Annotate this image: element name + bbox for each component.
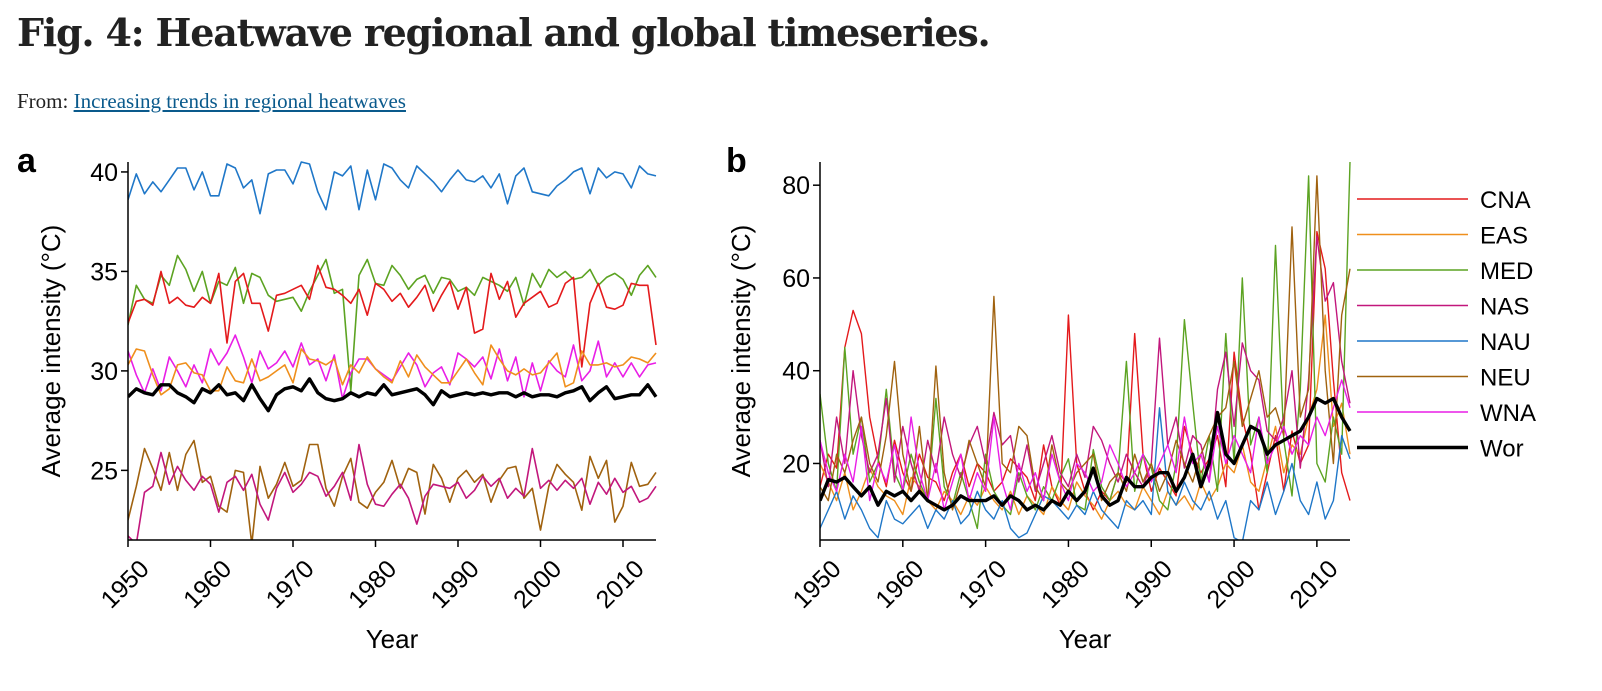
series-line-NAS: [820, 235, 1351, 492]
series-group: [128, 161, 658, 540]
series-line-EAS: [820, 314, 1351, 520]
panel-letter-b: b: [726, 142, 747, 180]
legend-label-MED: MED: [1480, 258, 1533, 285]
series-line-NAS: [128, 443, 657, 540]
y-tick-label: 40: [90, 159, 118, 187]
x-tick-label: 1950: [788, 555, 847, 614]
series-line-WNA: [820, 379, 1351, 511]
figure-title: Fig. 4: Heatwave regional and global tim…: [17, 10, 991, 55]
y-tick-label: 30: [90, 358, 118, 386]
x-axis-title: Year: [366, 624, 419, 654]
x-tick-label: 1960: [178, 555, 237, 614]
chart-panel-a: a 25 30 35 40 1950 1960 1970 1980 1990 2000 2010 Yea…: [17, 142, 658, 654]
legend-label-NAS: NAS: [1480, 294, 1529, 321]
y-tick-label: 40: [782, 358, 810, 386]
legend-label-Wor: Wor: [1480, 436, 1524, 463]
x-tick-label: 1950: [96, 555, 155, 614]
from-line: From: Increasing trends in regional heat…: [17, 89, 406, 114]
legend-label-EAS: EAS: [1480, 223, 1528, 250]
x-tick-label: 1980: [343, 555, 402, 614]
legend-label-NAU: NAU: [1480, 329, 1531, 356]
series-line-Wor: [820, 396, 1352, 512]
x-tick-label: 2000: [1202, 555, 1261, 614]
series-line-NEU: [820, 175, 1351, 511]
y-tick-label: 80: [782, 172, 810, 200]
chart-panel-b: b 20 40 60 80 1950 1960 1970 1980 1990 2000 2010 Yea…: [726, 142, 1536, 654]
series-line-NAU: [128, 161, 657, 215]
legend-label-WNA: WNA: [1480, 400, 1536, 427]
y-tick-label: 25: [90, 457, 118, 485]
x-tick-label: 1990: [426, 555, 485, 614]
legend-label-CNA: CNA: [1480, 187, 1531, 214]
series-group: [820, 161, 1352, 540]
x-tick-label: 1980: [1036, 555, 1095, 614]
series-line-MED: [128, 254, 657, 392]
x-tick-label: 2010: [591, 555, 650, 614]
y-tick-label: 35: [90, 258, 118, 286]
article-link[interactable]: Increasing trends in regional heatwaves: [73, 89, 406, 113]
legend-label-NEU: NEU: [1480, 365, 1531, 392]
y-tick-label: 20: [782, 450, 810, 478]
legend: CNA EAS MED NAS NAU NEU WNA Wor: [1357, 187, 1536, 463]
x-tick-label: 1970: [953, 555, 1012, 614]
series-line-NAU: [820, 407, 1351, 540]
series-line-NEU: [128, 439, 657, 540]
series-line-Wor: [128, 377, 658, 413]
y-axis-title: Average intensity (°C): [726, 225, 756, 478]
x-tick-label: 1970: [261, 555, 320, 614]
series-line-EAS: [128, 344, 657, 396]
series-line-CNA: [128, 264, 657, 368]
x-axis-title: Year: [1059, 624, 1112, 654]
x-tick-label: 2010: [1284, 555, 1343, 614]
from-prefix: From:: [17, 89, 74, 113]
x-tick-label: 2000: [508, 555, 567, 614]
x-tick-label: 1960: [870, 555, 929, 614]
y-tick-label: 60: [782, 265, 810, 293]
panel-letter-a: a: [17, 142, 37, 180]
y-axis-title: Average intensity (°C): [36, 225, 66, 478]
x-tick-label: 1990: [1119, 555, 1178, 614]
